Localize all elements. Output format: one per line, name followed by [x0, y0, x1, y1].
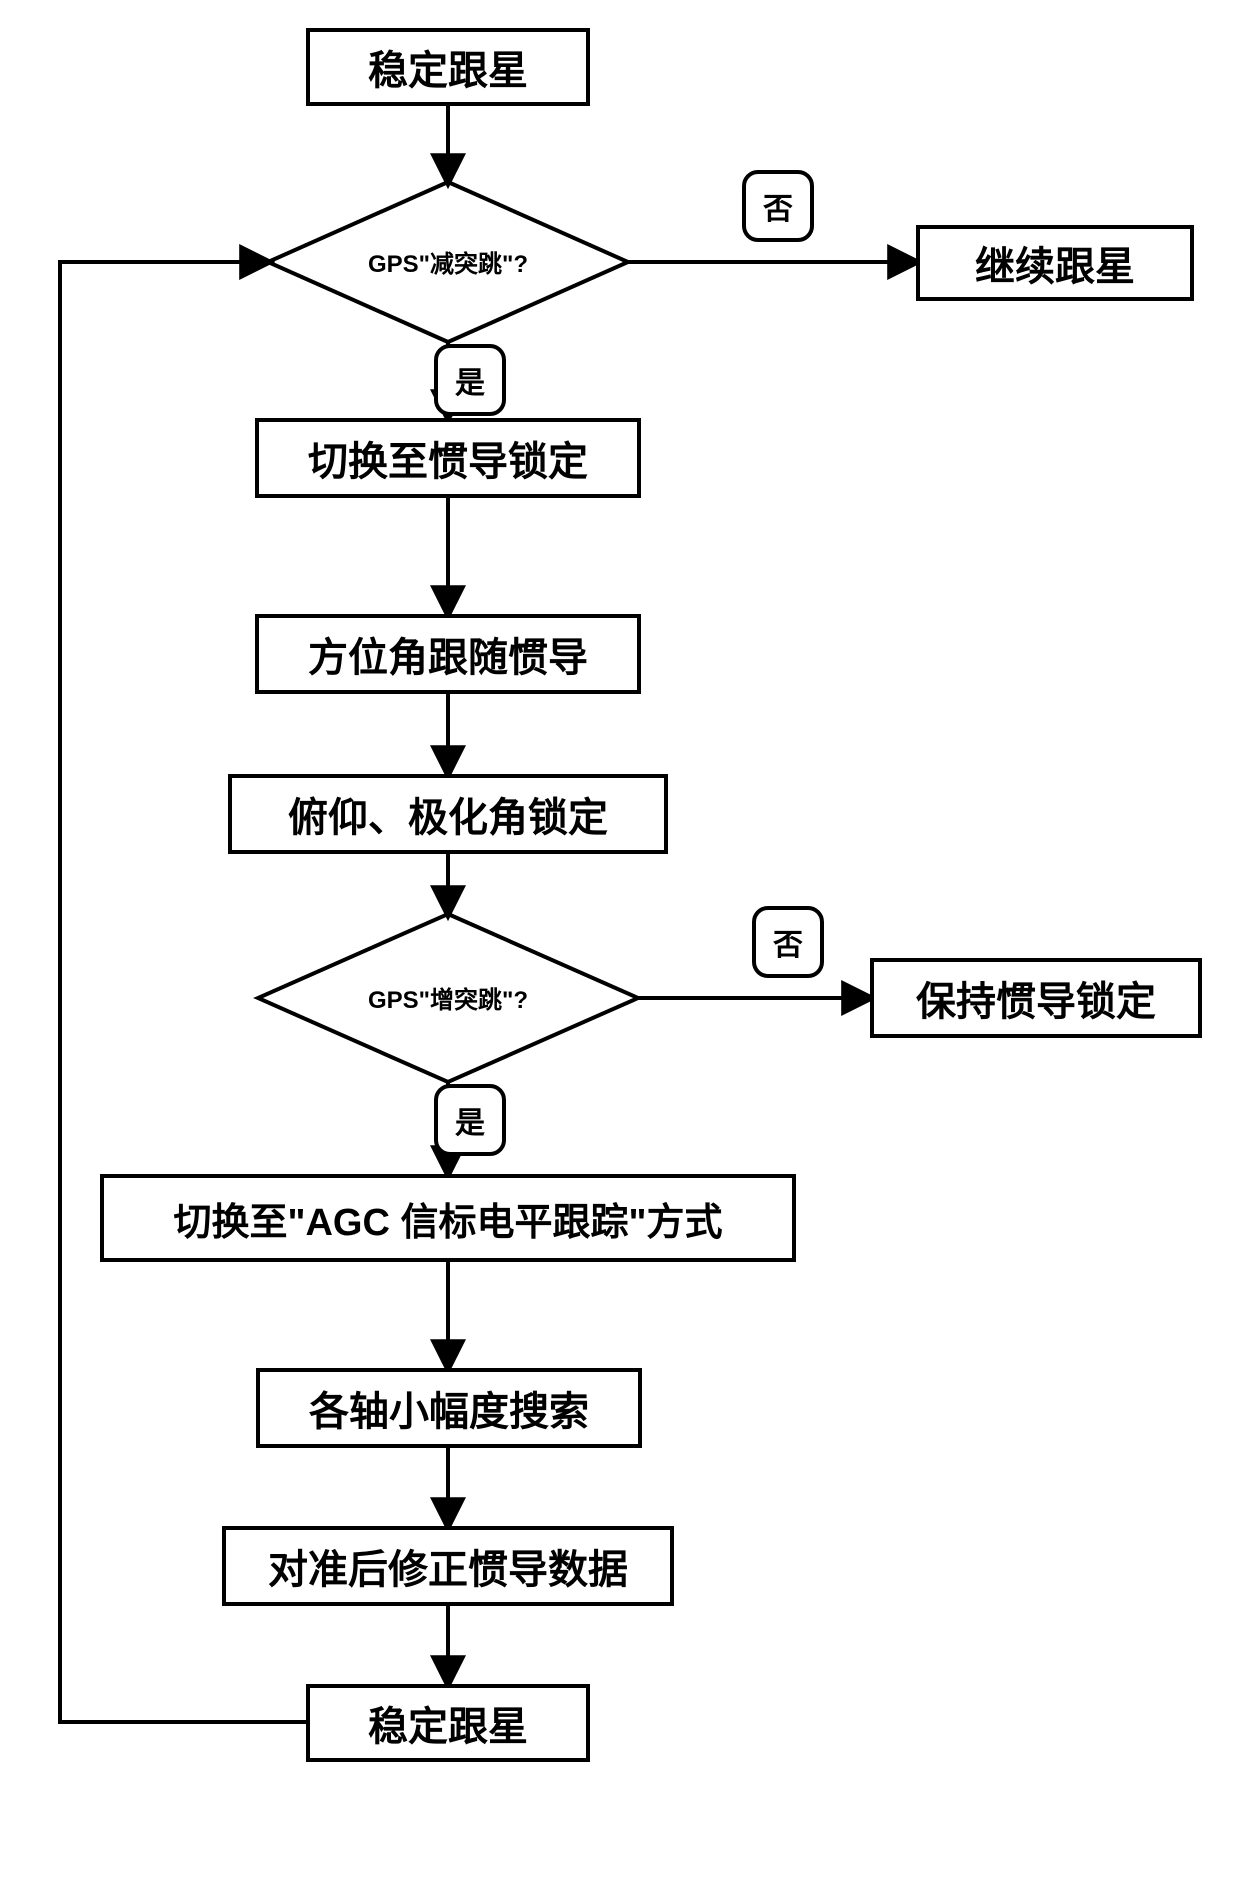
decision-label-d2: GPS"增突跳"?: [258, 980, 638, 1015]
node-n_switch1: 切换至惯导锁定: [255, 418, 641, 498]
branch-tag-label: 否: [763, 184, 793, 228]
node-n_keep: 保持惯导锁定: [870, 958, 1202, 1038]
node-label: 稳定跟星: [368, 1694, 528, 1752]
branch-tag-label: 是: [455, 1098, 485, 1142]
node-label: 各轴小幅度搜索: [309, 1379, 589, 1437]
node-label: 保持惯导锁定: [916, 969, 1156, 1027]
decision-label-d1: GPS"减突跳"?: [268, 244, 628, 279]
branch-tag-label: 是: [455, 358, 485, 402]
node-n_end: 稳定跟星: [306, 1684, 590, 1762]
node-n_cont: 继续跟星: [916, 225, 1194, 301]
node-n_pitch: 俯仰、极化角锁定: [228, 774, 668, 854]
node-label: 稳定跟星: [368, 38, 528, 96]
node-label: 继续跟星: [975, 234, 1135, 292]
node-label: 俯仰、极化角锁定: [288, 785, 608, 843]
branch-tag-d2_no: 否: [752, 906, 824, 978]
branch-tag-label: 否: [773, 920, 803, 964]
node-n_agc: 切换至"AGC 信标电平跟踪"方式: [100, 1174, 796, 1262]
branch-tag-d1_yes: 是: [434, 344, 506, 416]
branch-tag-d1_no: 否: [742, 170, 814, 242]
node-n_start: 稳定跟星: [306, 28, 590, 106]
node-n_az: 方位角跟随惯导: [255, 614, 641, 694]
node-label: 切换至"AGC 信标电平跟踪"方式: [173, 1191, 722, 1246]
node-label: 切换至惯导锁定: [308, 429, 588, 487]
node-n_correct: 对准后修正惯导数据: [222, 1526, 674, 1606]
node-label: 方位角跟随惯导: [308, 625, 588, 683]
node-n_search: 各轴小幅度搜索: [256, 1368, 642, 1448]
node-label: 对准后修正惯导数据: [268, 1537, 628, 1595]
branch-tag-d2_yes: 是: [434, 1084, 506, 1156]
